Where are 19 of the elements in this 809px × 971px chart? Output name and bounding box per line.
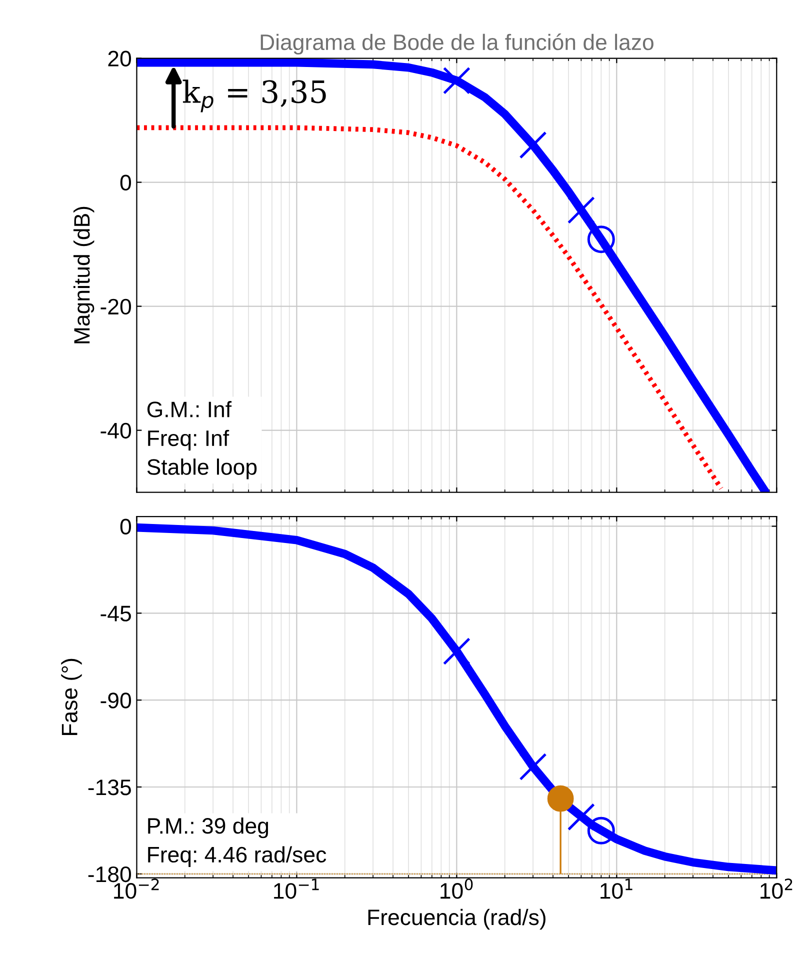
y-tick-label: 20 bbox=[108, 50, 131, 67]
y-axis-title: Magnitud (dB) bbox=[73, 206, 94, 344]
x-axis-title: Frecuencia (rad/s) bbox=[368, 908, 546, 930]
y-axis-title: Fase (°) bbox=[61, 658, 82, 735]
x-tick-label: 10$^{0}$ bbox=[440, 878, 473, 899]
x-tick-label: 10$^{2}$ bbox=[760, 878, 792, 899]
annotation: G.M.: Inf Freq: Inf Stable loop bbox=[147, 401, 257, 480]
annotation: P.M.: 39 deg Freq: 4.46 rad/sec bbox=[148, 817, 326, 867]
y-tick-label: -90 bbox=[100, 692, 131, 708]
chart-title: Diagrama de Bode de la función de lazo bbox=[260, 34, 654, 55]
y-tick-label: -45 bbox=[100, 606, 131, 622]
y-tick-label: 0 bbox=[120, 518, 131, 534]
y-tick-label: -20 bbox=[100, 298, 131, 315]
annotation: k$_{p}$ = 3,35 bbox=[182, 80, 326, 112]
y-tick-label: -135 bbox=[88, 780, 131, 796]
y-tick-label: -40 bbox=[100, 422, 131, 439]
y-tick-label: 0 bbox=[120, 174, 131, 191]
x-tick-label: 10$^{−1}$ bbox=[274, 878, 319, 899]
x-tick-label: 10$^{1}$ bbox=[600, 878, 632, 899]
